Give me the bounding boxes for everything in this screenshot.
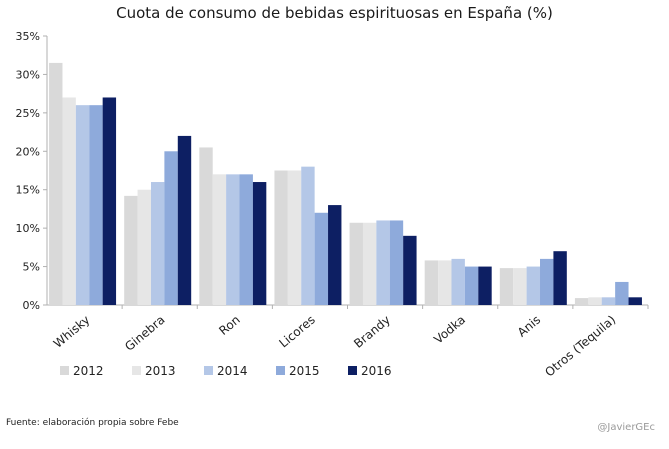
author-credit: @JavierGEc — [597, 422, 655, 433]
x-tick-label: Vodka — [431, 313, 468, 347]
bar-2013 — [287, 170, 302, 305]
legend-label-2016: 2016 — [361, 364, 392, 378]
bar-2013 — [212, 174, 227, 305]
bar-2016 — [478, 266, 492, 305]
legend-swatch-2016 — [348, 366, 357, 375]
bar-2012 — [349, 222, 363, 305]
bar-2012 — [424, 260, 439, 305]
legend-swatch-2013 — [132, 366, 141, 375]
y-tick-label: 35% — [16, 30, 40, 43]
bar-2015 — [464, 266, 479, 305]
x-tick-label: Ginebra — [122, 313, 167, 354]
y-tick-label: 0% — [23, 299, 40, 312]
x-tick-label: Otros (Tequila) — [542, 313, 618, 380]
bar-2014 — [150, 182, 165, 305]
bar-2012 — [124, 195, 138, 305]
bar-2013 — [62, 97, 76, 305]
bar-2014 — [601, 297, 616, 305]
bar-2014 — [301, 166, 315, 305]
legend-swatch-2012 — [60, 366, 69, 375]
y-tick-label: 25% — [16, 107, 40, 120]
legend-swatch-2014 — [204, 366, 213, 375]
bar-2012 — [274, 170, 288, 305]
bar-2012 — [199, 147, 213, 305]
bar-2015 — [164, 151, 178, 305]
bar-2015 — [389, 220, 404, 305]
x-tick-label: Whisky — [51, 313, 93, 351]
legend-label-2014: 2014 — [217, 364, 248, 378]
bar-2013 — [588, 297, 602, 305]
bar-2014 — [451, 258, 465, 305]
legend-label-2015: 2015 — [289, 364, 320, 378]
bar-2016 — [252, 182, 267, 305]
x-tick-label: Licores — [276, 313, 317, 351]
bar-2015 — [615, 281, 629, 305]
x-tick-label: Ron — [216, 313, 242, 338]
bar-2015 — [239, 174, 253, 305]
source-note: Fuente: elaboración propia sobre Febe — [6, 418, 179, 428]
bar-2012 — [574, 298, 589, 305]
bar-2014 — [526, 266, 541, 305]
y-tick-label: 15% — [16, 184, 40, 197]
bar-2016 — [553, 251, 567, 305]
bar-2014 — [75, 105, 90, 306]
bar-2016 — [102, 97, 117, 305]
bar-2012 — [499, 268, 514, 305]
bar-2015 — [540, 258, 554, 305]
y-tick-label: 30% — [16, 68, 40, 81]
bar-2013 — [362, 222, 377, 305]
x-tick-label: Brandy — [351, 313, 393, 351]
bar-2015 — [314, 212, 329, 305]
chart-title: Cuota de consumo de bebidas espirituosas… — [116, 4, 553, 22]
bar-2016 — [177, 135, 192, 305]
y-tick-label: 5% — [23, 261, 40, 274]
bar-2015 — [89, 105, 103, 306]
legend-label-2013: 2013 — [145, 364, 176, 378]
y-tick-label: 10% — [16, 222, 40, 235]
legend-swatch-2015 — [276, 366, 285, 375]
bar-2016 — [403, 235, 417, 305]
bar-2012 — [49, 62, 63, 306]
bar-2016 — [628, 297, 642, 305]
bar-2014 — [226, 174, 240, 305]
bar-2013 — [513, 268, 527, 305]
bar-2013 — [137, 189, 151, 305]
y-tick-label: 20% — [16, 145, 40, 158]
x-tick-label: Anis — [515, 313, 543, 340]
bar-2013 — [438, 260, 452, 305]
legend-label-2012: 2012 — [73, 364, 104, 378]
bar-2016 — [328, 205, 342, 305]
bar-2014 — [376, 220, 390, 305]
